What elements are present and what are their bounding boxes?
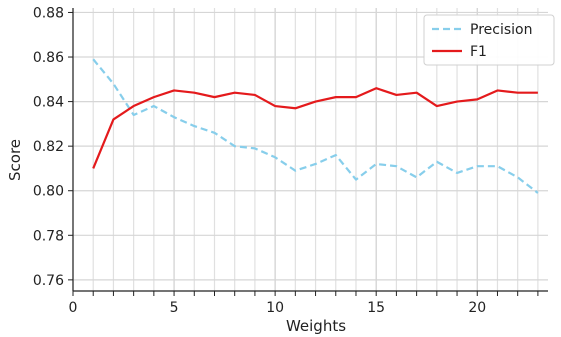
x-tick-label: 15 [367,300,385,316]
series-lines [92,58,539,194]
y-tick-label: 0.86 [33,50,64,66]
x-axis-label: Weights [286,317,346,335]
legend-box [423,14,555,66]
y-tick-label: 0.76 [33,273,64,289]
x-tick-label: 20 [468,300,486,316]
y-tick-label: 0.80 [33,184,64,200]
x-tick-label: 5 [170,300,179,316]
legend: Precision F1 [423,14,555,66]
y-tick-label: 0.88 [33,5,64,21]
y-tick-label: 0.82 [33,139,64,155]
legend-label: F1 [470,44,487,60]
series-line-f1 [92,87,538,169]
series-line-precision [92,58,539,194]
y-axis-label: Score [6,139,24,181]
grid [72,8,548,291]
legend-label: Precision [470,22,532,38]
tick-labels: 0.76 0.78 0.80 0.82 0.84 0.86 0.88 0 5 10 15 20 [33,5,486,316]
x-tick-label: 0 [69,300,78,316]
axes [68,8,548,296]
y-tick-label: 0.78 [33,228,64,244]
x-tick-label: 10 [266,300,284,316]
y-tick-label: 0.84 [33,95,64,111]
